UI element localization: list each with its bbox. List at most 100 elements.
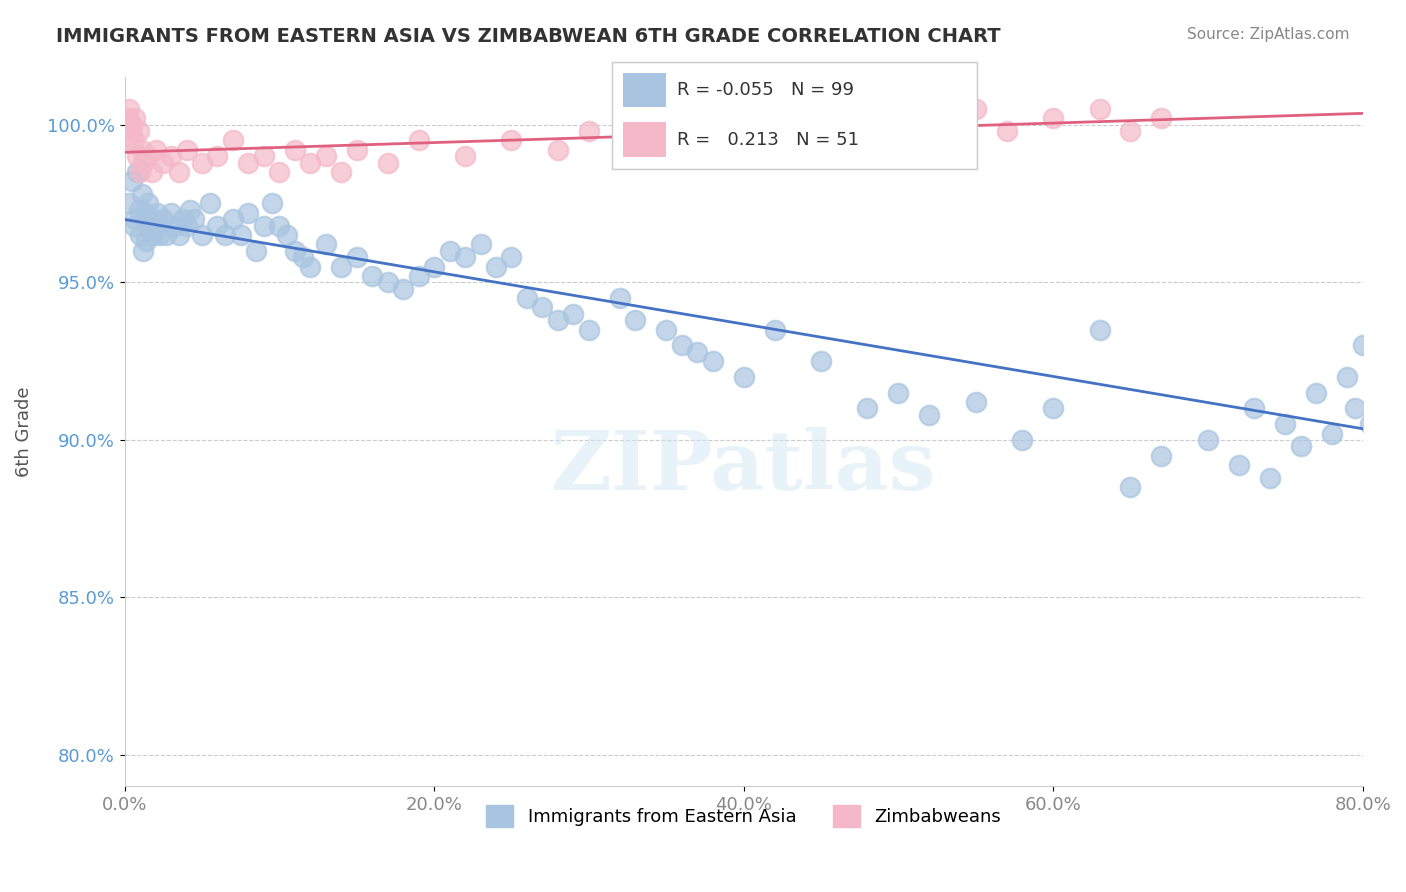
Point xyxy=(624,118,647,132)
Point xyxy=(655,322,678,336)
Point xyxy=(121,174,143,188)
Point xyxy=(330,260,353,274)
Point xyxy=(118,102,141,116)
Point xyxy=(167,227,190,242)
Point xyxy=(269,165,291,179)
Point xyxy=(141,227,163,242)
Point xyxy=(139,212,162,227)
Point xyxy=(222,212,245,227)
Point xyxy=(120,124,142,138)
Bar xyxy=(623,73,666,107)
Bar xyxy=(623,122,666,157)
Point xyxy=(1320,426,1343,441)
Point xyxy=(794,118,817,132)
Point xyxy=(470,237,492,252)
Point xyxy=(146,206,169,220)
Point xyxy=(122,219,145,233)
Point xyxy=(454,149,477,163)
Point xyxy=(454,250,477,264)
Point xyxy=(671,338,693,352)
Point xyxy=(887,385,910,400)
Point xyxy=(439,244,461,258)
Point xyxy=(1150,449,1173,463)
Point xyxy=(132,155,155,169)
Point xyxy=(516,291,538,305)
Point xyxy=(207,219,229,233)
Point xyxy=(148,227,170,242)
Point xyxy=(501,133,523,147)
Point xyxy=(578,322,600,336)
Point xyxy=(918,408,941,422)
Point xyxy=(1289,439,1312,453)
Point xyxy=(686,344,709,359)
Point xyxy=(222,133,245,147)
Point xyxy=(578,124,600,138)
Point xyxy=(1119,124,1142,138)
Point xyxy=(136,196,159,211)
Point xyxy=(132,244,155,258)
Point xyxy=(531,301,554,315)
Point xyxy=(810,354,832,368)
Point xyxy=(995,124,1018,138)
Point xyxy=(1367,354,1389,368)
Point xyxy=(423,260,446,274)
Point xyxy=(152,212,174,227)
Legend: Immigrants from Eastern Asia, Zimbabweans: Immigrants from Eastern Asia, Zimbabwean… xyxy=(479,797,1008,834)
Point xyxy=(330,165,353,179)
Point xyxy=(260,196,283,211)
Point xyxy=(717,112,740,126)
Point xyxy=(501,250,523,264)
Point xyxy=(1344,401,1367,416)
Point xyxy=(1088,322,1111,336)
Point xyxy=(121,118,143,132)
Point xyxy=(134,206,156,220)
Point xyxy=(965,102,987,116)
Text: R =   0.213   N = 51: R = 0.213 N = 51 xyxy=(678,130,859,148)
Point xyxy=(183,212,205,227)
Point xyxy=(1351,338,1374,352)
Point xyxy=(1243,401,1265,416)
Point xyxy=(1042,401,1064,416)
Point xyxy=(562,307,585,321)
Point xyxy=(315,149,337,163)
Point xyxy=(160,206,183,220)
Point xyxy=(702,354,724,368)
Point xyxy=(207,149,229,163)
Point xyxy=(191,155,214,169)
Point xyxy=(733,369,755,384)
Point xyxy=(856,401,879,416)
Text: IMMIGRANTS FROM EASTERN ASIA VS ZIMBABWEAN 6TH GRADE CORRELATION CHART: IMMIGRANTS FROM EASTERN ASIA VS ZIMBABWE… xyxy=(56,27,1001,45)
Point xyxy=(191,227,214,242)
Point xyxy=(624,313,647,327)
Point xyxy=(214,227,236,242)
Point xyxy=(856,112,879,126)
Point xyxy=(128,202,150,217)
Point xyxy=(609,291,631,305)
Point xyxy=(253,219,276,233)
Point xyxy=(1274,417,1296,431)
Point xyxy=(229,227,252,242)
Point xyxy=(245,244,267,258)
Point xyxy=(138,219,160,233)
Point xyxy=(408,133,430,147)
Point xyxy=(160,149,183,163)
Point xyxy=(1011,433,1033,447)
Point xyxy=(408,268,430,283)
Point xyxy=(276,227,298,242)
Point xyxy=(269,219,291,233)
Point xyxy=(1375,401,1398,416)
Point xyxy=(176,219,198,233)
Point xyxy=(172,212,194,227)
Point xyxy=(131,187,153,202)
Point xyxy=(125,165,148,179)
Point xyxy=(118,196,141,211)
Point xyxy=(124,112,146,126)
Point xyxy=(918,118,941,132)
Point xyxy=(128,124,150,138)
Point xyxy=(763,322,786,336)
Point xyxy=(136,149,159,163)
Point xyxy=(284,244,307,258)
Point xyxy=(965,395,987,409)
Point xyxy=(315,237,337,252)
Point xyxy=(238,206,260,220)
